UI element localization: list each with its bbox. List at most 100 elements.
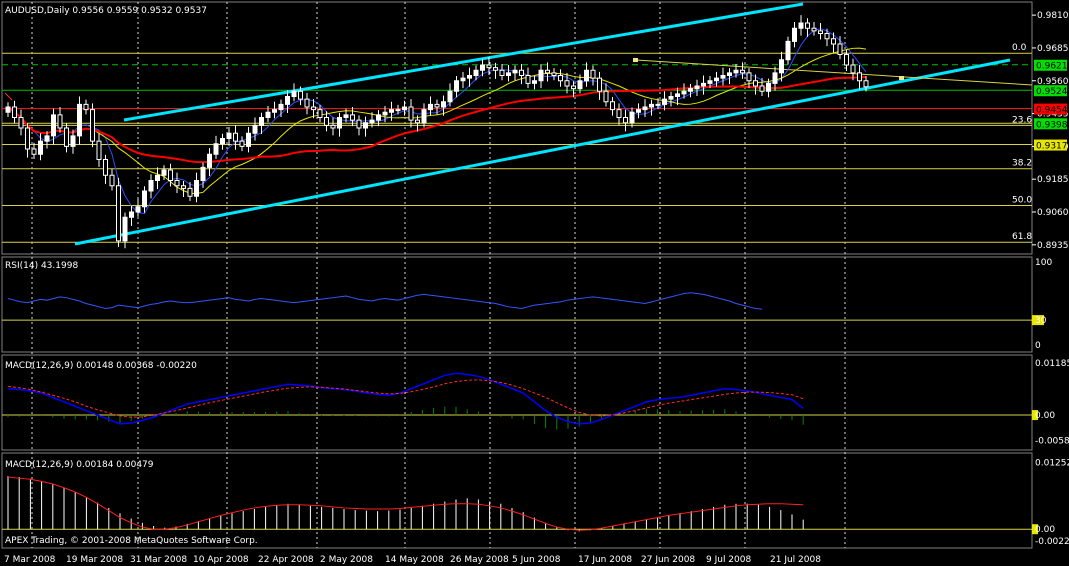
pane-frame [1,354,1033,451]
candle-body [389,109,394,113]
osma-tick-label: -0.00222 [1035,537,1069,547]
candle-body [77,103,82,137]
candle-body [343,114,349,118]
candle-body [837,43,843,55]
date-tick-label: 31 Mar 2008 [130,555,187,565]
fib-level-label: 23.6 [1012,115,1032,125]
candle-body [285,96,290,105]
candle-body [18,117,24,129]
price-tag-label: 0.9398 [1036,120,1068,130]
candle-body [811,27,817,32]
price-pane[interactable]: 0.98100.96850.95600.94350.93100.91850.90… [2,2,1069,251]
candle-body [135,206,141,213]
candle-body [129,211,134,218]
date-tick-label: 19 Mar 2008 [66,555,123,565]
candle-body [597,77,602,92]
candle-body [753,80,758,87]
fib-anchor-point [899,76,904,80]
candle-body [525,75,531,84]
price-tag-box [1034,118,1067,130]
rsi-title: RSI(14) 43.1998 [5,261,78,271]
candle-body [460,77,466,82]
osma-pane[interactable]: 0.01252 0.00 -0.00222 MACD(12,26,9) 0.0018… [2,459,1069,547]
candle-body [239,140,245,147]
price-tick-label: 0.9185 [1037,175,1069,185]
candle-body [395,109,401,112]
date-tick-label: 9 Jul 2008 [706,555,751,565]
candle-body [759,85,765,92]
macd-tick-label: 0.00 [1035,411,1055,421]
candle-body [148,180,154,192]
candle-body [532,80,537,84]
candle-body [200,166,206,181]
candle-body [83,103,89,111]
candle-body [103,159,108,176]
candle-body [194,180,199,197]
date-tick-label: 7 Mar 2008 [4,555,56,565]
price-tag-box [1034,139,1067,151]
fibonacci-labels: 0.0 23.6 38.2 50.0 61.8 [1012,43,1032,242]
candle-body [480,64,485,71]
candle-body [265,111,271,118]
candle-body [51,114,56,137]
candle-body [512,69,518,74]
date-tick-label: 10 Apr 2008 [193,555,249,565]
rsi-pane[interactable]: 100 30 0 RSI(14) 43.1998 [2,258,1052,351]
candle-body [369,119,375,124]
date-tick-label: 5 Jun 2008 [512,555,561,565]
macd-title: MACD(12,26,9) 0.00148 0.00368 -0.00220 [5,361,197,371]
candle-body [454,80,459,92]
candle-body [545,69,550,74]
candle-body [486,64,492,69]
candle-body [233,132,238,142]
candle-body [376,114,381,121]
candle-body [831,38,836,45]
candle-body [317,109,323,118]
candle-body [278,103,284,111]
candle-body [168,169,173,181]
candle-body [519,69,524,76]
candle-body [161,169,167,176]
candle-body [701,82,706,87]
trend-channel[interactable] [74,2,1033,246]
osma-signal-line [7,476,804,531]
candle-body [798,22,804,29]
rsi-path [7,292,763,310]
candle-body [96,140,102,160]
candle-body [70,135,76,147]
candle-body [727,72,732,76]
candle-body [668,96,674,100]
candle-body [467,75,472,79]
macd-lines [7,372,804,425]
candlesticks [5,15,869,249]
candle-body [733,69,739,74]
candle-body [538,69,544,82]
candle-body [649,103,654,108]
price-tag-box [1034,103,1067,115]
osma-line [7,476,804,531]
candle-body [434,103,440,108]
date-tick-label: 14 May 2008 [385,555,444,565]
candle-body [590,69,596,79]
rsi-level-tag [1032,315,1044,326]
fib-level-label: 61.8 [1012,232,1032,242]
rsi-line [7,292,763,310]
candle-body [402,106,407,111]
ma-slow-line [7,75,867,164]
candle-body [447,90,453,103]
candle-body [12,106,17,118]
candle-body [109,174,115,187]
candle-body [863,80,869,88]
candle-body [122,216,128,242]
macd-pane[interactable]: 0.01185 0.00 -0.00581 MACD(12,26,9) 0.0014… [2,359,1069,447]
fib-anchor-point [633,58,638,62]
price-tick-label: 0.9060 [1037,208,1069,218]
candle-body [662,98,667,105]
date-tick-label: 27 Jun 2008 [641,555,695,565]
candle-body [720,75,726,79]
candle-body [57,114,63,129]
candle-body [25,127,30,150]
candle-body [493,67,498,71]
